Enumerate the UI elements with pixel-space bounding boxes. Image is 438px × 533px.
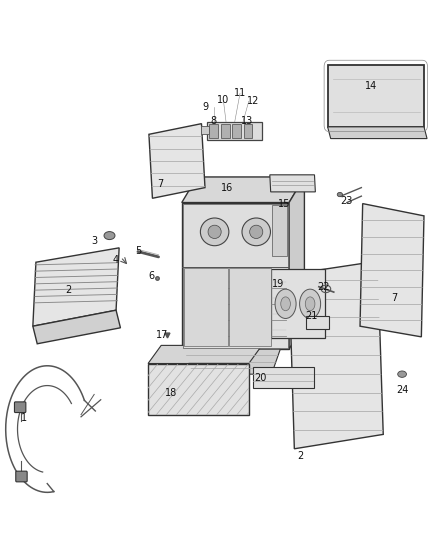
Polygon shape [328, 127, 427, 139]
Polygon shape [360, 204, 424, 337]
Text: 13: 13 [240, 116, 253, 126]
Polygon shape [244, 124, 252, 138]
Polygon shape [221, 124, 230, 138]
FancyBboxPatch shape [16, 471, 27, 482]
Polygon shape [182, 177, 304, 203]
Polygon shape [148, 364, 249, 415]
Text: 19: 19 [272, 279, 284, 288]
Text: 17: 17 [156, 330, 168, 340]
Ellipse shape [281, 297, 290, 311]
Ellipse shape [104, 231, 115, 239]
Text: 22: 22 [317, 282, 329, 292]
Polygon shape [271, 269, 325, 338]
Polygon shape [33, 310, 120, 344]
Text: 7: 7 [157, 179, 163, 189]
Polygon shape [184, 268, 228, 346]
Text: 8: 8 [211, 116, 217, 126]
Text: 24: 24 [396, 385, 408, 395]
Text: 11: 11 [234, 88, 246, 98]
Text: 20: 20 [254, 374, 267, 383]
Text: 5: 5 [135, 246, 141, 255]
Polygon shape [201, 126, 209, 134]
Polygon shape [149, 124, 205, 198]
Polygon shape [209, 124, 218, 138]
Ellipse shape [250, 225, 263, 239]
FancyBboxPatch shape [14, 402, 26, 413]
Text: 3: 3 [91, 236, 97, 246]
Text: 4: 4 [113, 255, 119, 265]
Polygon shape [148, 345, 262, 364]
Ellipse shape [398, 371, 406, 377]
Ellipse shape [208, 225, 221, 239]
Polygon shape [184, 349, 280, 374]
Text: 12: 12 [247, 96, 259, 106]
Ellipse shape [200, 218, 229, 246]
Polygon shape [229, 268, 271, 346]
Polygon shape [270, 175, 315, 192]
Polygon shape [289, 261, 383, 449]
Text: 18: 18 [165, 389, 177, 398]
Text: 14: 14 [365, 82, 378, 91]
Polygon shape [207, 122, 262, 140]
Text: 21: 21 [305, 311, 317, 320]
Polygon shape [232, 124, 241, 138]
Text: 6: 6 [148, 271, 154, 281]
Polygon shape [272, 205, 287, 256]
Text: 1: 1 [21, 414, 27, 423]
Polygon shape [289, 177, 304, 349]
Ellipse shape [337, 192, 343, 197]
Ellipse shape [275, 289, 296, 318]
Ellipse shape [300, 289, 321, 318]
Polygon shape [253, 367, 314, 388]
Text: 16: 16 [221, 183, 233, 192]
Ellipse shape [242, 218, 270, 246]
Polygon shape [183, 204, 288, 266]
Ellipse shape [305, 297, 315, 311]
Polygon shape [306, 316, 329, 329]
Text: 15: 15 [278, 199, 290, 208]
Polygon shape [328, 65, 424, 127]
Text: 23: 23 [341, 197, 353, 206]
Text: 7: 7 [391, 294, 397, 303]
Polygon shape [183, 266, 288, 348]
Polygon shape [182, 203, 289, 349]
Polygon shape [33, 248, 119, 326]
Text: 2: 2 [65, 286, 71, 295]
Text: 9: 9 [202, 102, 208, 111]
Text: 2: 2 [297, 451, 303, 461]
Text: 10: 10 [217, 95, 230, 105]
